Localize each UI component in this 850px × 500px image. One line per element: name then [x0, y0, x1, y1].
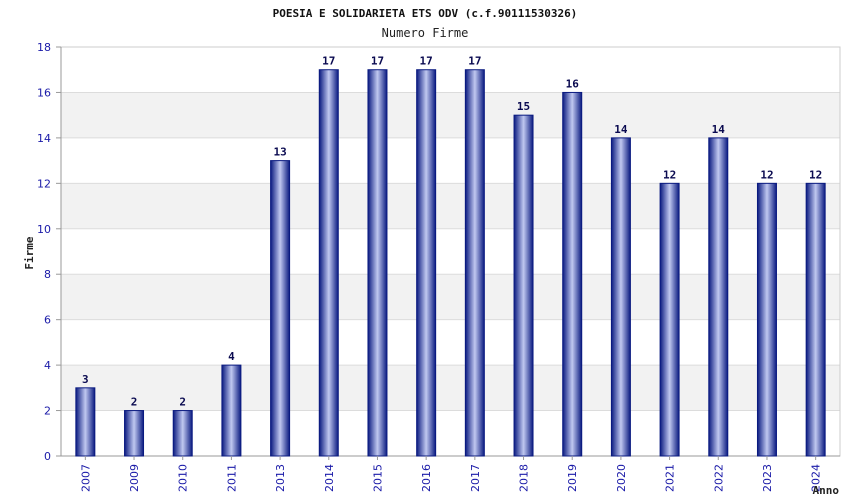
value-label: 13: [273, 146, 286, 159]
value-label: 2: [179, 396, 186, 409]
x-tick-label: 2018: [518, 464, 531, 492]
value-label: 17: [322, 55, 335, 68]
x-axis-label: Anno: [813, 484, 840, 497]
x-tick-label: 2016: [420, 464, 433, 492]
bar-2011: [221, 364, 242, 457]
bar-2010: [172, 410, 193, 457]
x-tick-label: 2011: [225, 464, 238, 492]
bars: [75, 69, 826, 457]
x-tick-label: 2024: [810, 464, 823, 492]
value-label: 3: [82, 373, 89, 386]
bar-2017: [464, 69, 485, 457]
bar-2018: [513, 114, 534, 457]
y-tick-label: 10: [37, 223, 51, 236]
y-tick-label: 14: [37, 132, 51, 145]
bar-2023: [756, 182, 777, 457]
value-label: 17: [420, 55, 433, 68]
x-tick-label: 2023: [761, 464, 774, 492]
value-label: 16: [566, 77, 580, 90]
value-label: 17: [371, 55, 384, 68]
y-tick-label: 0: [44, 450, 51, 463]
y-tick-label: 12: [37, 177, 51, 190]
value-label: 15: [517, 100, 530, 113]
x-tick-label: 2021: [664, 464, 677, 492]
chart-title: POESIA E SOLIDARIETA ETS ODV (c.f.901115…: [273, 7, 578, 20]
value-label: 12: [809, 168, 822, 181]
y-tick-label: 2: [44, 405, 51, 418]
x-axis-ticks: 2007 2009 2010 2011 2013 2014 2015 2016 2017 2018…: [79, 456, 823, 492]
x-tick-label: 2017: [469, 464, 482, 492]
grid-band: [61, 92, 840, 138]
x-tick-label: 2013: [274, 464, 287, 492]
value-label: 4: [228, 350, 235, 363]
x-tick-label: 2020: [615, 464, 628, 492]
y-tick-label: 4: [44, 359, 51, 372]
x-tick-label: 2007: [79, 464, 92, 492]
value-label: 14: [712, 123, 726, 136]
bar-2013: [270, 160, 291, 457]
bar-2021: [659, 182, 680, 457]
x-tick-label: 2015: [371, 464, 384, 492]
x-tick-label: 2014: [323, 464, 336, 492]
bar-2022: [708, 137, 729, 457]
y-axis-ticks: 0 2 4 6 8 10 12 14 16 18: [37, 41, 61, 463]
y-tick-label: 8: [44, 268, 51, 281]
bar-2024: [805, 182, 826, 457]
x-tick-label: 2010: [177, 464, 190, 492]
bar-2015: [367, 69, 388, 457]
bar-2009: [124, 410, 145, 457]
value-label: 12: [760, 168, 773, 181]
bar-2016: [416, 69, 437, 457]
value-label: 2: [131, 396, 138, 409]
bar-2020: [610, 137, 631, 457]
bar-2019: [562, 91, 583, 457]
y-axis-label: Firme: [23, 236, 36, 269]
chart-subtitle: Numero Firme: [382, 26, 469, 40]
bar-2007: [75, 387, 96, 457]
value-labels: 3 2 2 4 13 17 17 17 17 15 16 14 12 14 12 12: [82, 55, 822, 409]
y-tick-label: 6: [44, 314, 51, 327]
value-label: 14: [614, 123, 628, 136]
x-tick-label: 2009: [128, 464, 141, 492]
x-tick-label: 2019: [566, 464, 579, 492]
y-tick-label: 18: [37, 41, 51, 54]
y-tick-label: 16: [37, 86, 51, 99]
value-label: 17: [468, 55, 481, 68]
value-label: 12: [663, 168, 676, 181]
bar-2014: [318, 69, 339, 457]
x-tick-label: 2022: [712, 464, 725, 492]
